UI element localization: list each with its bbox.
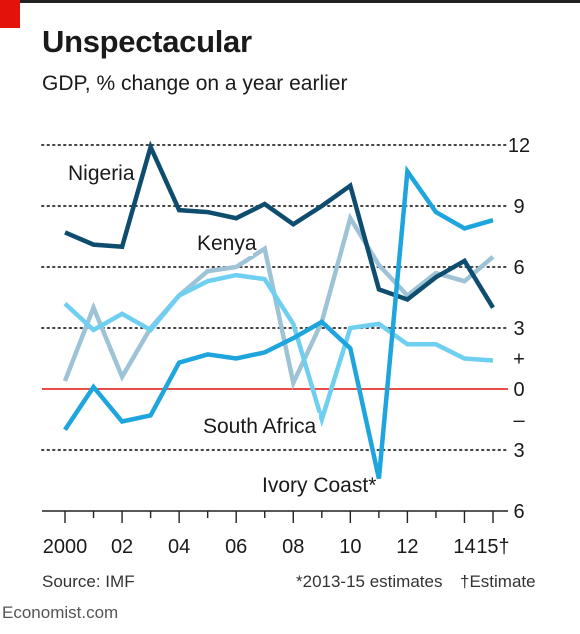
x-tick-label: 06	[225, 536, 247, 558]
y-tick-label: 6	[513, 257, 524, 279]
x-tick-label: 14	[453, 536, 475, 558]
y-axis: 12 9 6 3 +0 – 3 6	[508, 135, 530, 523]
top-rule	[0, 0, 580, 3]
y-tick-label: 9	[513, 196, 524, 218]
kenya-label: Kenya	[197, 232, 257, 255]
south-africa-label-background	[199, 413, 319, 439]
x-tick-label: 2000	[43, 536, 88, 558]
source-note: Source: IMF	[42, 572, 135, 591]
x-tick-label: 10	[339, 536, 361, 558]
grid-lines	[41, 144, 509, 451]
x-axis: 2000 02 04 06 08 10 12 14 15†	[42, 510, 510, 558]
ivory-coast-line	[63, 165, 494, 479]
series-labels: Nigeria Kenya South Africa Ivory Coast*	[68, 162, 376, 498]
kenya-label-background	[193, 230, 253, 256]
nigeria-line	[64, 140, 495, 309]
south-africa-label: South Africa	[203, 415, 317, 438]
ivory-coast-label: Ivory Coast*	[262, 474, 376, 497]
brand-red-tag	[0, 0, 20, 28]
south-africa-line	[63, 272, 494, 428]
economist-watermark: Economist.com	[2, 603, 119, 622]
x-tick-label: 15†	[476, 536, 509, 558]
y-tick-label: 3	[513, 440, 524, 462]
x-tick-label: 08	[282, 536, 304, 558]
kenya-line	[62, 212, 495, 390]
y-tick-label: –	[513, 410, 525, 432]
nigeria-label: Nigeria	[68, 162, 135, 185]
y-tick-label: 3	[513, 318, 524, 340]
y-tick-label: +	[513, 349, 525, 371]
x-tick-label: 12	[396, 536, 418, 558]
y-tick-label: 6	[513, 501, 524, 523]
y-tick-label: 0	[513, 379, 524, 401]
y-tick-label: 12	[508, 135, 530, 157]
estimate-footnote: †Estimate	[460, 572, 536, 591]
chart-title: Unspectacular	[42, 24, 252, 59]
estimates-footnote: *2013-15 estimates	[296, 572, 443, 591]
ivory-coast-label-background	[258, 472, 374, 498]
x-tick-label: 04	[168, 536, 190, 558]
x-tick-label: 02	[111, 536, 133, 558]
chart-subtitle: GDP, % change on a year earlier	[42, 72, 348, 95]
series-lines	[62, 140, 495, 479]
